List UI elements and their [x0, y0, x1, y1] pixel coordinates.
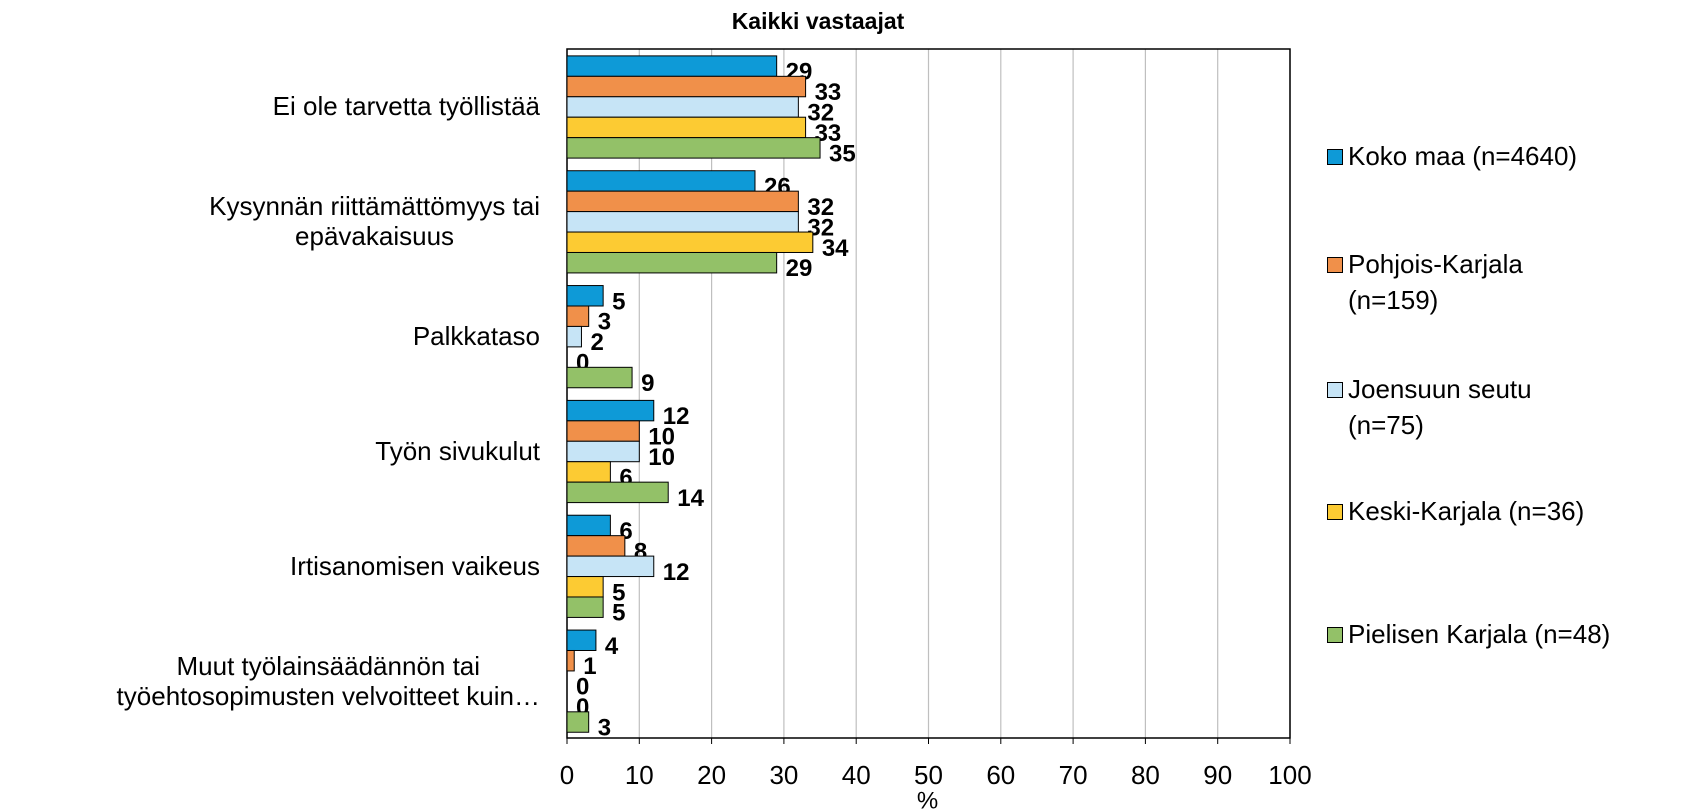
data-label: 12 [663, 403, 690, 430]
bar [566, 305, 590, 327]
y-tick-label: Kysynnän riittämättömyys tai epävakaisuu… [209, 191, 540, 252]
bar [566, 596, 604, 618]
data-label: 4 [605, 633, 619, 660]
bar [566, 461, 611, 483]
data-label: 3 [598, 309, 611, 336]
bar [566, 325, 582, 348]
legend-label: Joensuun seutu (n=75) [1348, 374, 1532, 440]
data-label: 2 [590, 329, 603, 356]
data-label: 5 [612, 600, 625, 627]
bar [566, 251, 778, 274]
x-tick-label: 30 [769, 760, 798, 790]
legend-swatch [1327, 504, 1343, 520]
bar [566, 170, 756, 192]
y-tick-label: Irtisanomisen vaikeus [290, 550, 540, 581]
data-label: 32 [807, 194, 834, 221]
bar [566, 211, 799, 233]
x-tick-label: 100 [1268, 760, 1311, 790]
bar [566, 190, 799, 213]
x-axis-label: % [917, 787, 938, 810]
data-label: 35 [829, 140, 856, 167]
bar [566, 75, 807, 98]
bar [566, 366, 633, 389]
y-tick-label: Palkkataso [412, 321, 540, 352]
legend-swatch [1327, 382, 1343, 398]
data-label: 14 [677, 485, 704, 512]
bar [566, 285, 604, 307]
bar [566, 55, 778, 77]
data-label: 33 [815, 79, 842, 106]
bar [566, 440, 640, 463]
x-tick-label: 40 [842, 760, 871, 790]
x-tick-label: 10 [625, 760, 654, 790]
x-tick-label: 60 [986, 760, 1015, 790]
data-label: 10 [648, 424, 675, 451]
data-label: 5 [612, 288, 625, 315]
data-label: 9 [641, 370, 654, 397]
legend-label: Pielisen Karjala (n=48) [1348, 619, 1611, 649]
plot-frame [566, 48, 1291, 739]
legend-swatch [1327, 257, 1343, 273]
legend-swatch [1327, 627, 1343, 643]
bar [566, 116, 807, 139]
x-tick-label: 80 [1131, 760, 1160, 790]
bar [566, 96, 799, 118]
x-tick-label: 70 [1059, 760, 1088, 790]
x-tick-label: 0 [560, 760, 574, 790]
data-label: 0 [576, 674, 589, 701]
legend-label: Koko maa (n=4640) [1348, 141, 1578, 171]
bar [566, 231, 814, 253]
data-label: 3 [598, 715, 611, 742]
data-label: 32 [807, 99, 834, 126]
bar [566, 514, 611, 537]
y-tick-label: Muut työlainsäädännön tai työehtosopimus… [116, 650, 540, 711]
bar [566, 137, 821, 159]
bar [566, 399, 655, 422]
chart-title: Kaikki vastaajat [731, 8, 905, 34]
bar [566, 555, 655, 578]
data-label: 29 [786, 255, 813, 282]
y-tick-label: Ei ole tarvetta työllistää [272, 91, 540, 122]
data-label: 1 [583, 653, 596, 680]
data-label: 12 [663, 559, 690, 586]
data-label: 5 [612, 579, 625, 606]
bar [566, 649, 575, 672]
bar [566, 629, 597, 651]
bar [566, 420, 640, 442]
x-tick-label: 20 [697, 760, 726, 790]
legend-label: Pohjois-Karjala (n=159) [1348, 249, 1523, 315]
bar [566, 535, 626, 557]
legend-swatch [1327, 149, 1343, 165]
x-tick-label: 90 [1203, 760, 1232, 790]
data-label: 10 [648, 444, 675, 471]
bar [566, 576, 604, 598]
bar [566, 711, 590, 733]
bar [566, 481, 669, 504]
legend-label: Keski-Karjala (n=36) [1348, 496, 1585, 526]
data-label: 34 [822, 235, 849, 262]
y-tick-label: Työn sivukulut [375, 435, 540, 466]
x-tick-label: 50 [914, 760, 943, 790]
